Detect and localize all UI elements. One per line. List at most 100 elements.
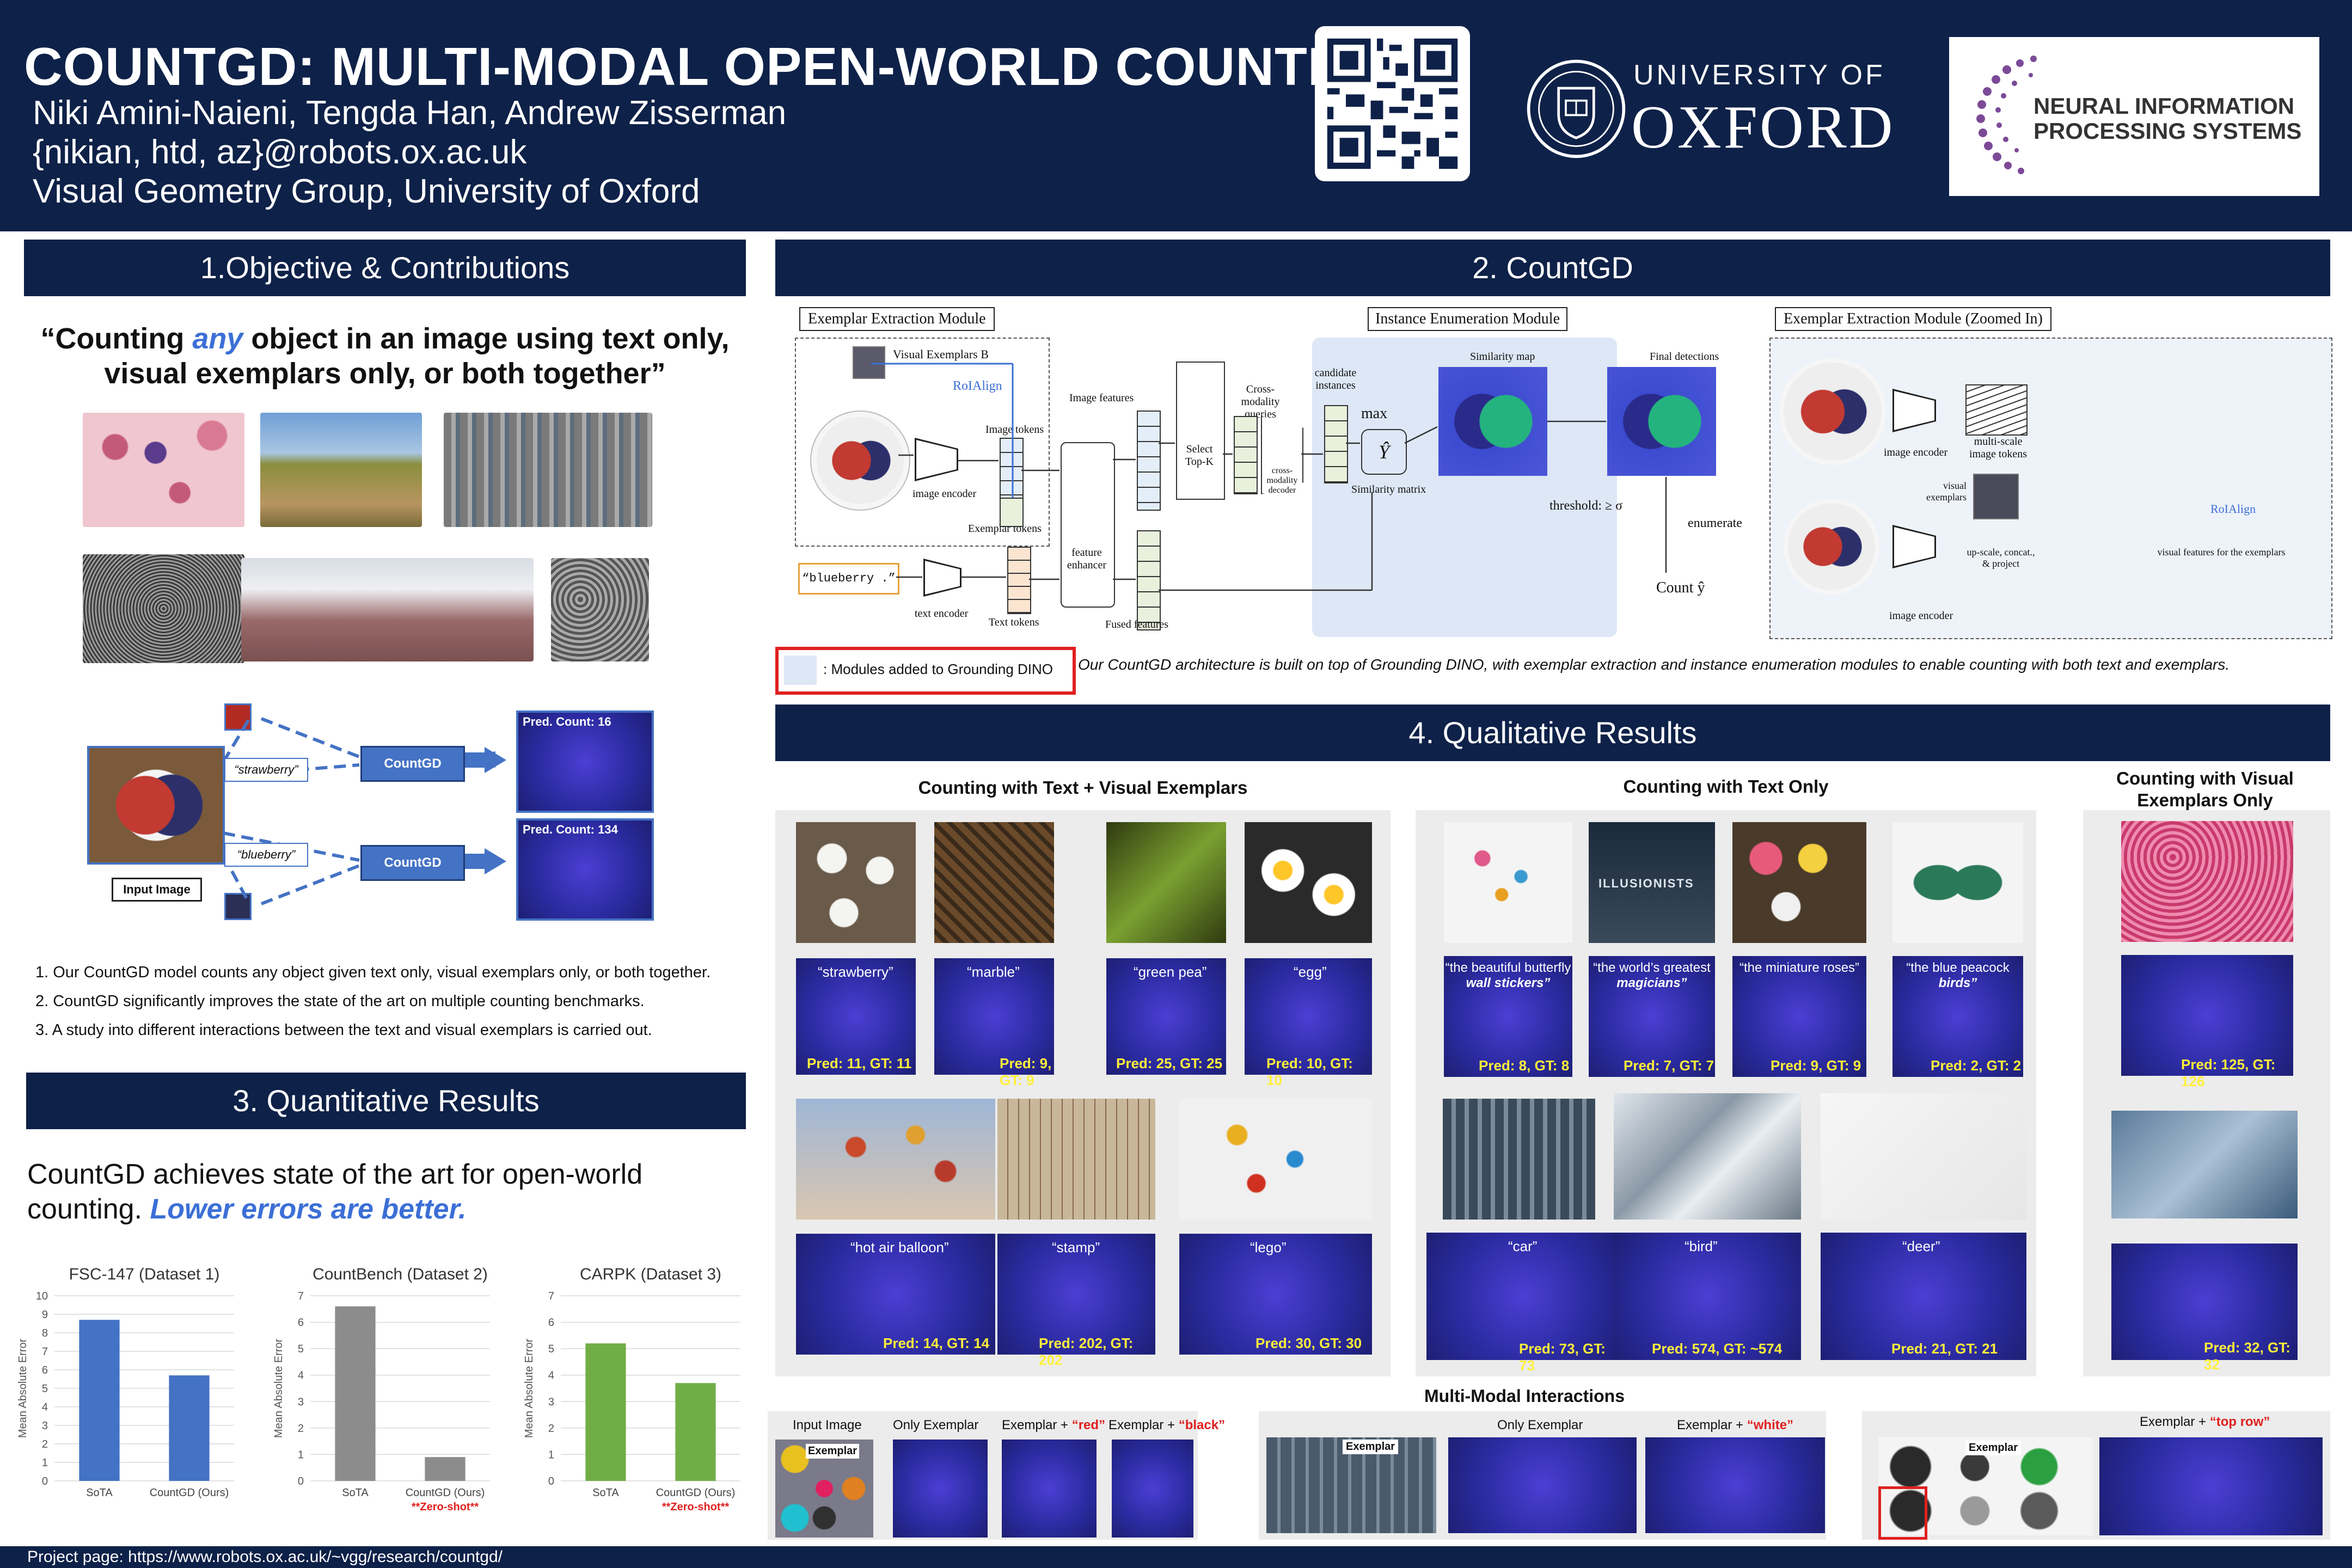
y-tick-label: 7 bbox=[298, 1290, 304, 1302]
threshold-label: threshold: ≥ σ bbox=[1549, 499, 1623, 513]
to-peacock-image bbox=[1892, 822, 2023, 943]
mm-red-label: Exemplar + “red” bbox=[1002, 1418, 1105, 1433]
tve-marble-image bbox=[934, 822, 1054, 943]
exemplar-extraction-region bbox=[795, 338, 1050, 547]
y-tick-label: 3 bbox=[548, 1396, 554, 1408]
to-label-bird: “bird” bbox=[1685, 1238, 1718, 1254]
section-3-header: 3. Quantitative Results bbox=[26, 1073, 746, 1129]
y-tick-label: 4 bbox=[298, 1370, 304, 1382]
example-deer-herd-image bbox=[260, 413, 422, 527]
y-tick-label: 5 bbox=[42, 1383, 48, 1395]
zoomed-input-image bbox=[1779, 358, 1886, 465]
to-label-peacock-1: “the blue peacock bbox=[1906, 960, 2010, 975]
fused-features-label: Fused features bbox=[1105, 618, 1169, 630]
to-label-deer: “deer” bbox=[1902, 1238, 1940, 1254]
headline-emphasis: Lower errors are better. bbox=[150, 1193, 467, 1225]
to-label-butterfly: “the beautiful butterfly wall stickers” bbox=[1444, 960, 1572, 991]
to-map-butterfly: “the beautiful butterfly wall stickers” P… bbox=[1444, 956, 1572, 1077]
quote-line2: visual exemplars only, or both together” bbox=[104, 357, 666, 390]
tve-label-egg: “egg” bbox=[1294, 964, 1327, 980]
similarity-matrix-label: Similarity matrix bbox=[1351, 483, 1426, 495]
contribution-3: 3. A study into different interactions b… bbox=[35, 1021, 652, 1039]
mm-red-word: “red” bbox=[1071, 1418, 1106, 1432]
to-label-peacock-2: birds” bbox=[1938, 976, 1977, 990]
tve-label-marble: “marble” bbox=[967, 964, 1020, 980]
to-pred-butterfly: Pred: 8, GT: 8 bbox=[1479, 1057, 1570, 1074]
quote-post: object in an image using text only, bbox=[243, 322, 730, 355]
similarity-y-block: Ŷ bbox=[1361, 429, 1407, 475]
mm-white-label: Exemplar + “white” bbox=[1677, 1418, 1793, 1433]
x-tick-label: SoTA bbox=[342, 1487, 369, 1499]
contribution-2: 2. CountGD significantly improves the st… bbox=[35, 993, 645, 1010]
arch-text-prompt: “blueberry .” bbox=[798, 563, 899, 595]
legend-swatch bbox=[784, 656, 817, 685]
footer-bar bbox=[0, 1546, 2352, 1568]
visual-exemplars-small-label: visual exemplars bbox=[1926, 480, 1967, 503]
neurips-line2: PROCESSING SYSTEMS bbox=[2033, 118, 2302, 144]
project-page-link[interactable]: Project page: https://www.robots.ox.ac.u… bbox=[27, 1548, 503, 1566]
to-pred-peacock: Pred: 2, GT: 2 bbox=[1931, 1057, 2022, 1074]
objective-quote: “Counting any object in an image using t… bbox=[24, 321, 746, 391]
mm-exemplar-tag-2: Exemplar bbox=[1343, 1440, 1399, 1454]
mm-map-top-row bbox=[2099, 1437, 2323, 1535]
zoomed-roialign-label: RoIAlign bbox=[2210, 502, 2256, 516]
count-label: Count ŷ bbox=[1656, 579, 1705, 596]
tve-pred-marble: Pred: 9, GT: 9 bbox=[1000, 1055, 1052, 1088]
mm-top-row-word: “top row” bbox=[2209, 1414, 2270, 1429]
upscale-label: up-scale, concat., & project bbox=[1967, 547, 2035, 569]
to-map-deer: “deer” Pred: 21, GT: 21 bbox=[1821, 1233, 2026, 1360]
bar-1 bbox=[425, 1457, 465, 1481]
tve-lego-image bbox=[1179, 1099, 1372, 1220]
strawberry-text-prompt: “strawberry” bbox=[224, 758, 308, 782]
y-tick-label: 2 bbox=[42, 1438, 48, 1450]
tve-map-egg: “egg” Pred: 10, GT: 10 bbox=[1245, 958, 1372, 1088]
tve-pred-balloon: Pred: 14, GT: 14 bbox=[883, 1335, 990, 1351]
qr-code[interactable] bbox=[1315, 26, 1470, 181]
tve-pred-stamp: Pred: 202, GT: 202 bbox=[1039, 1335, 1134, 1368]
mm-exemplar-tag-3: Exemplar bbox=[1965, 1441, 2022, 1455]
to-pred-bird: Pred: 574, GT: ~574 bbox=[1652, 1340, 1783, 1357]
quantitative-headline: CountGD achieves state of the art for op… bbox=[27, 1157, 642, 1227]
mm-coasters-image: Exemplar bbox=[775, 1440, 873, 1538]
contribution-1: 1. Our CountGD model counts any object g… bbox=[35, 964, 711, 981]
tve-map-lego: “lego” Pred: 30, GT: 30 bbox=[1179, 1234, 1372, 1355]
col-visual-only-heading: Counting with Visual Exemplars Only bbox=[2080, 768, 2330, 811]
example-crowd-image bbox=[83, 554, 244, 663]
to-map-car: “car” Pred: 73, GT: 73 bbox=[1426, 1233, 1620, 1374]
chart-title: CARPK (Dataset 3) bbox=[580, 1265, 721, 1283]
y-tick-label: 6 bbox=[548, 1317, 554, 1329]
bar-1 bbox=[169, 1375, 210, 1481]
chart-title: FSC-147 (Dataset 1) bbox=[69, 1265, 220, 1283]
y-tick-label: 9 bbox=[42, 1309, 48, 1321]
vo-pred-cells: Pred: 125, GT: 126 bbox=[2181, 1056, 2276, 1089]
mm-only-exemplar-label: Only Exemplar bbox=[893, 1418, 979, 1432]
input-image-label: Input Image bbox=[112, 878, 202, 902]
similarity-map-image bbox=[1438, 367, 1547, 476]
architecture-caption: Our CountGD architecture is built on top… bbox=[1078, 656, 2230, 673]
y-tick-label: 4 bbox=[42, 1401, 48, 1413]
to-car-image bbox=[1443, 1099, 1595, 1220]
y-tick-label: 3 bbox=[298, 1396, 304, 1408]
to-label-roses: “the miniature roses” bbox=[1739, 960, 1860, 975]
tve-map-strawberry: “strawberry” Pred: 11, GT: 11 bbox=[796, 958, 916, 1075]
strawberry-exemplar-image bbox=[224, 703, 252, 731]
enumerate-label: enumerate bbox=[1688, 516, 1742, 530]
zoomed-input-image-2 bbox=[1784, 499, 1879, 595]
y-tick-label: 2 bbox=[298, 1423, 304, 1435]
countgd-box-top: CountGD bbox=[360, 746, 465, 782]
max-label: max bbox=[1361, 405, 1388, 422]
tve-label-balloon: “hot air balloon” bbox=[850, 1239, 949, 1255]
image-tokens-stack bbox=[1000, 438, 1024, 500]
mm-input-image-label: Input Image bbox=[793, 1418, 862, 1432]
tve-pred-egg: Pred: 10, GT: 10 bbox=[1266, 1055, 1353, 1088]
neurips-wordmark: NEURAL INFORMATION PROCESSING SYSTEMS bbox=[2033, 94, 2301, 144]
mm-white-prefix: Exemplar + bbox=[1677, 1418, 1747, 1432]
tve-green-pea-image bbox=[1106, 822, 1226, 943]
y-tick-label: 1 bbox=[42, 1457, 48, 1469]
vo-map-aerial: Pred: 32, GT: 32 bbox=[2111, 1244, 2298, 1373]
pipeline-arrows bbox=[222, 717, 506, 905]
oxford-university-of: UNIVERSITY OF bbox=[1633, 59, 1885, 91]
mm-map-red bbox=[1002, 1440, 1097, 1538]
multiscale-tokens-block bbox=[1965, 384, 2028, 436]
